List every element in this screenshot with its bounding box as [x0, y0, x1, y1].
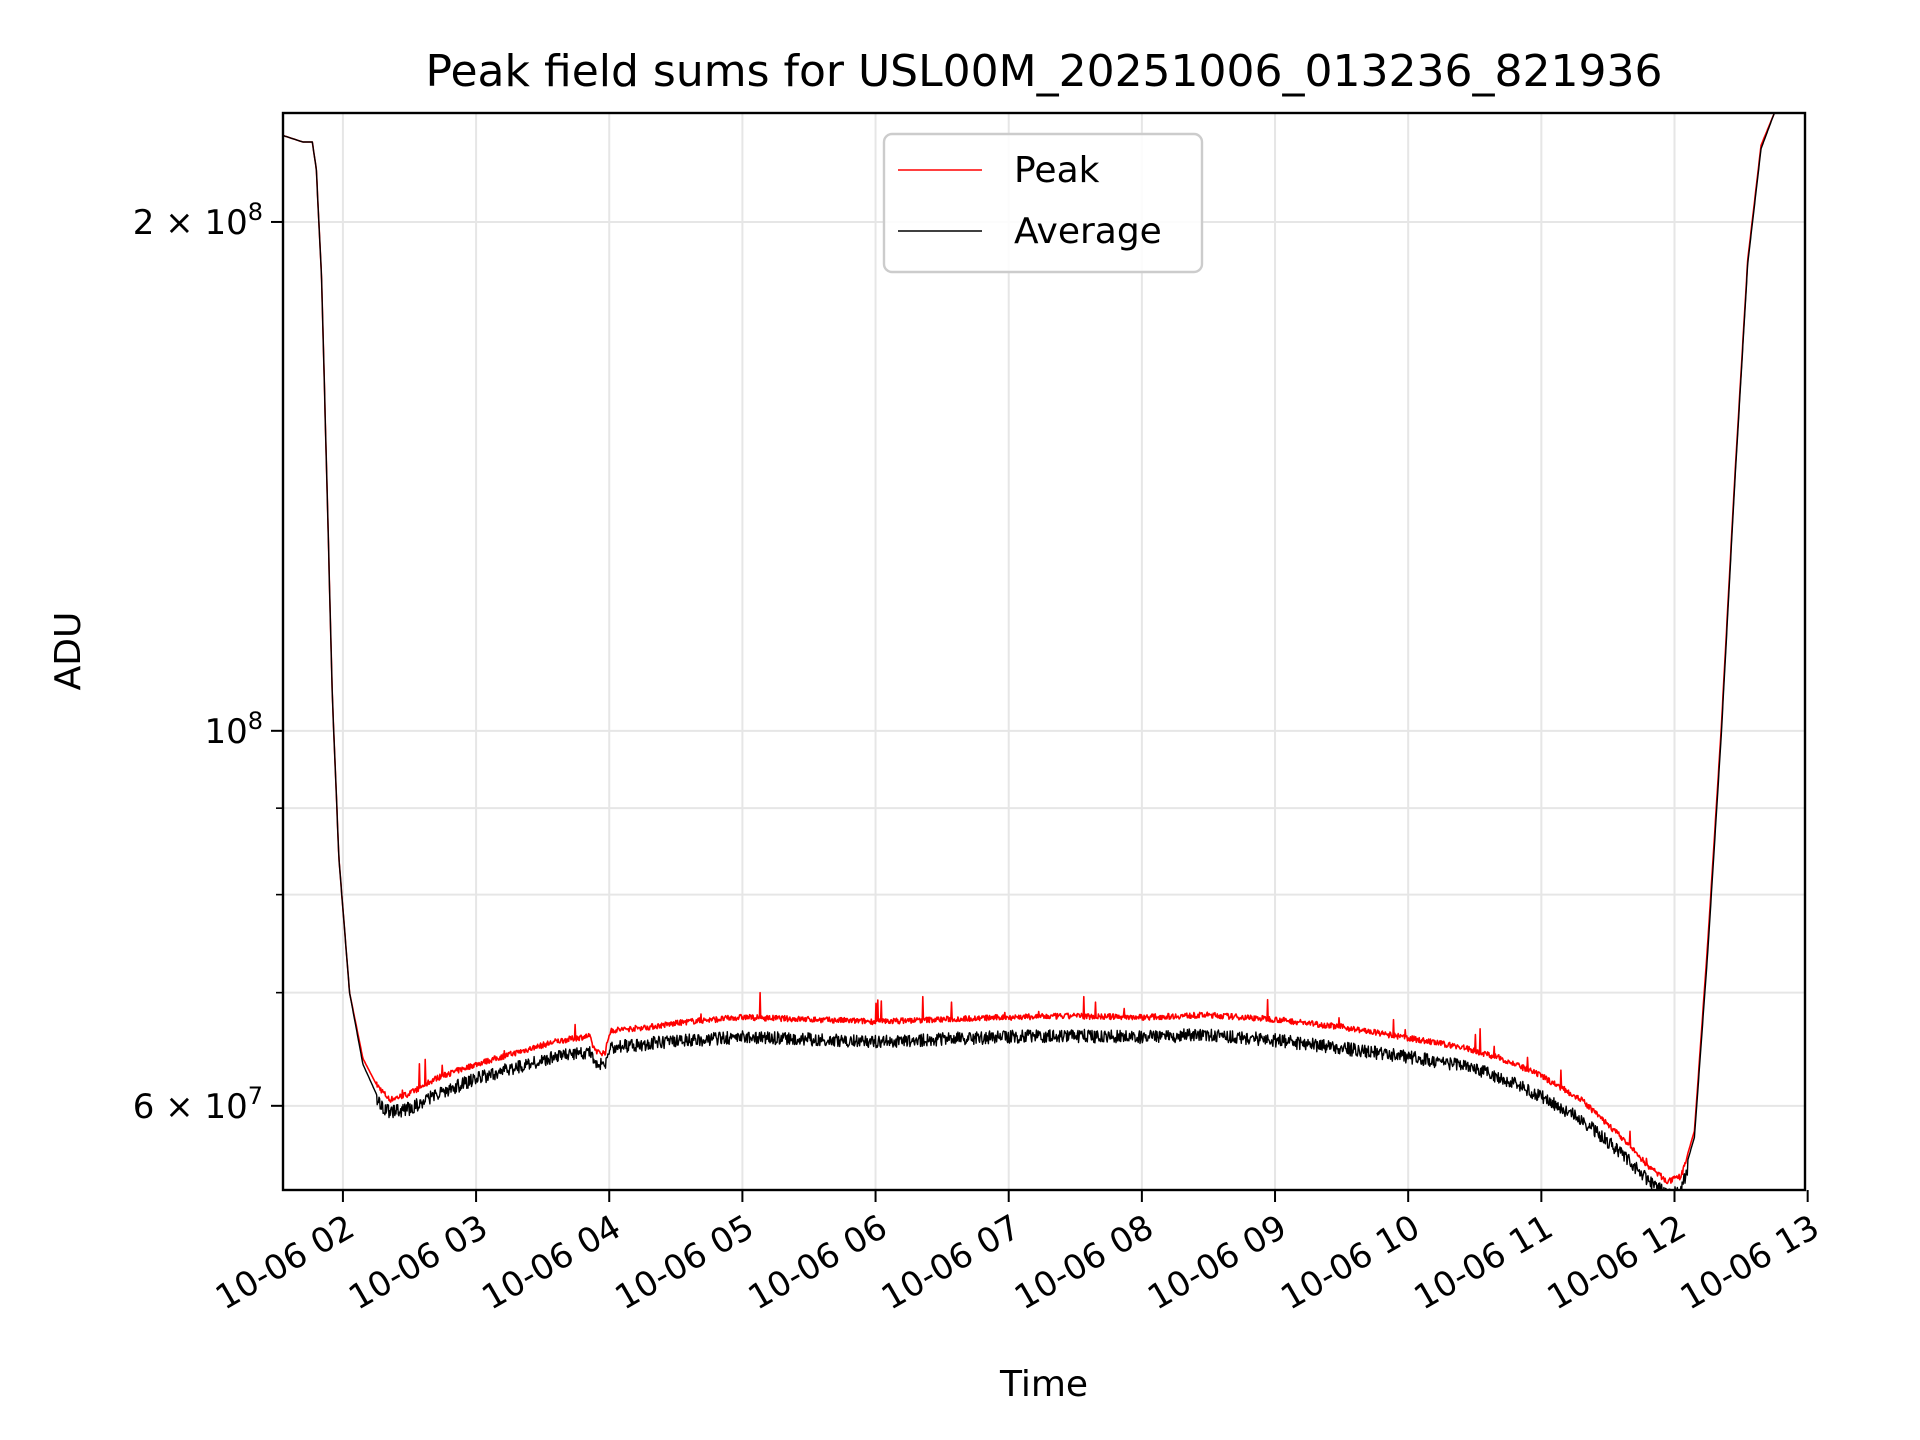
series-line-average	[283, 113, 1805, 1190]
legend: Peak Average	[882, 132, 1204, 274]
series-line-peak	[283, 113, 1805, 1185]
plot-frame	[281, 111, 1807, 1192]
series-average	[283, 113, 1805, 1190]
chart-title: Peak field sums for USL00M_20251006_0132…	[426, 46, 1663, 97]
legend-label-average: Average	[1014, 211, 1162, 252]
y-tick-label: 2 × 108	[133, 198, 263, 243]
y-axis-ticks: 6 × 107 108 2 × 108	[133, 198, 283, 1127]
y-axis-label: ADU	[48, 612, 89, 691]
x-axis-label: Time	[999, 1364, 1088, 1405]
y-tick-label: 108	[204, 707, 263, 752]
legend-label-peak: Peak	[1014, 150, 1100, 191]
series-peak	[283, 113, 1805, 1185]
legend-box	[882, 132, 1204, 274]
grid	[283, 113, 1805, 1190]
y-tick-label: 6 × 107	[133, 1082, 263, 1127]
series-layer	[283, 113, 1805, 1190]
